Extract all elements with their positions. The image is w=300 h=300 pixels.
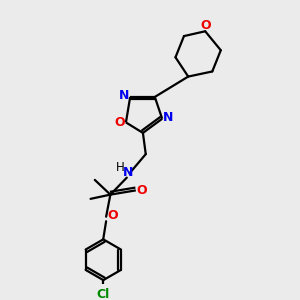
Text: O: O bbox=[107, 209, 118, 222]
Text: H: H bbox=[116, 161, 124, 174]
Text: N: N bbox=[119, 89, 129, 102]
Text: O: O bbox=[200, 19, 211, 32]
Text: O: O bbox=[136, 184, 147, 197]
Text: Cl: Cl bbox=[97, 288, 110, 300]
Text: N: N bbox=[123, 166, 133, 179]
Text: N: N bbox=[163, 111, 174, 124]
Text: O: O bbox=[114, 116, 125, 130]
